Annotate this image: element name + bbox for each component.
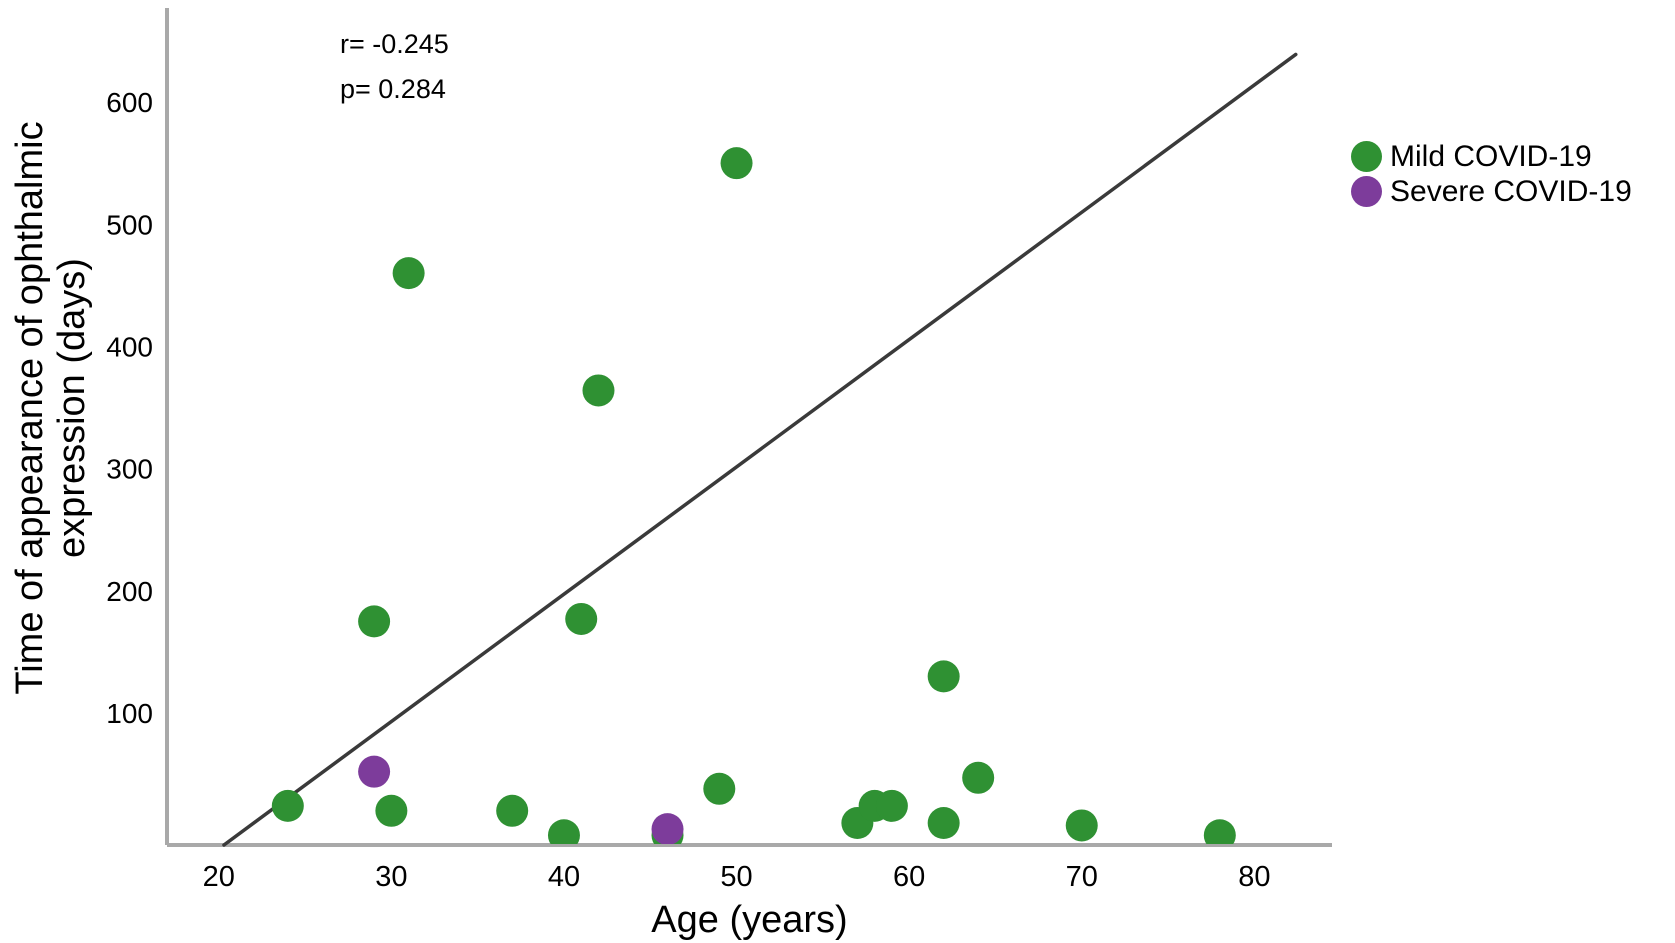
data-point-mild <box>392 257 425 290</box>
data-point-mild <box>875 789 908 822</box>
y-axis-title-line2: expression (days) <box>51 258 93 558</box>
x-tick-label: 30 <box>375 861 407 893</box>
data-point-mild <box>703 772 736 805</box>
severe-series-dot-icon <box>1351 176 1382 207</box>
x-axis-title: Age (years) <box>651 899 847 941</box>
data-point-mild <box>962 761 995 794</box>
x-tick-label: 20 <box>203 861 235 893</box>
y-tick-label: 300 <box>106 454 153 485</box>
mild-series-dot-icon <box>1351 141 1382 172</box>
legend-label-severe: Severe COVID-19 <box>1390 174 1632 208</box>
data-point-mild <box>547 819 580 844</box>
data-point-severe <box>358 755 391 788</box>
data-point-mild <box>358 605 391 638</box>
y-tick-label: 100 <box>106 698 153 729</box>
legend-label-mild: Mild COVID-19 <box>1390 139 1592 173</box>
data-point-mild <box>720 147 753 180</box>
x-tick-label: 70 <box>1066 861 1098 893</box>
data-point-mild <box>927 660 960 693</box>
data-point-mild <box>1065 809 1098 842</box>
y-tick-label: 200 <box>106 576 153 607</box>
legend: Mild COVID-19 Severe COVID-19 <box>1351 139 1632 209</box>
data-points-group <box>271 147 1236 844</box>
x-tick-label: 40 <box>548 861 580 893</box>
data-point-severe <box>651 813 684 844</box>
x-tick-label: 60 <box>893 861 925 893</box>
legend-item-mild: Mild COVID-19 <box>1351 139 1632 174</box>
y-tick-label: 400 <box>106 331 153 362</box>
legend-item-severe: Severe COVID-19 <box>1351 174 1632 209</box>
data-point-mild <box>271 789 304 822</box>
data-point-mild <box>927 807 960 840</box>
data-point-mild <box>375 794 408 827</box>
correlation-stats: r= -0.245 p= 0.284 <box>340 22 449 112</box>
y-tick-label: 600 <box>106 87 153 118</box>
x-tick-label: 80 <box>1238 861 1270 893</box>
x-tick-label: 50 <box>720 861 752 893</box>
data-point-mild <box>582 374 615 407</box>
data-point-mild <box>565 602 598 635</box>
trend-line <box>222 52 1298 847</box>
data-point-mild <box>496 794 529 827</box>
r-value-text: r= -0.245 <box>340 29 449 59</box>
y-tick-label: 500 <box>106 209 153 240</box>
data-point-mild <box>1203 819 1236 844</box>
y-axis-title-line1: Time of appearance of ophthalmic <box>9 121 51 694</box>
p-value-text: p= 0.284 <box>340 74 446 104</box>
